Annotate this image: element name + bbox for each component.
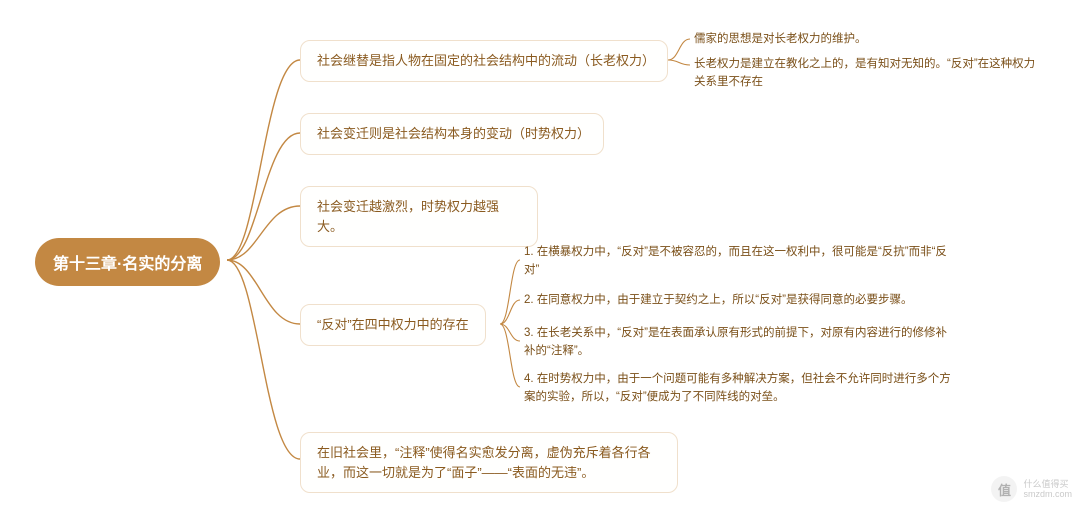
leaf-b4-1: 1. 在横暴权力中，“反对”是不被容忍的，而且在这一权利中，很可能是“反抗”而非… xyxy=(524,244,954,280)
branch-node-3[interactable]: 社会变迁越激烈，时势权力越强大。 xyxy=(300,186,538,247)
branch-node-5[interactable]: 在旧社会里，“注释”使得名实愈发分离，虚伪充斥着各行各业，而这一切就是为了“面子… xyxy=(300,432,678,493)
watermark-line1: 什么值得买 xyxy=(1023,479,1072,489)
leaf-b4-4: 4. 在时势权力中，由于一个问题可能有多种解决方案，但社会不允许同时进行多个方案… xyxy=(524,371,954,407)
root-node[interactable]: 第十三章·名实的分离 xyxy=(35,238,220,286)
leaf-b4-2: 2. 在同意权力中，由于建立于契约之上，所以“反对”是获得同意的必要步骤。 xyxy=(524,292,954,310)
branch-node-1[interactable]: 社会继替是指人物在固定的社会结构中的流动（长老权力） xyxy=(300,40,668,82)
watermark-badge: 值 xyxy=(991,476,1017,502)
branch-node-2[interactable]: 社会变迁则是社会结构本身的变动（时势权力） xyxy=(300,113,604,155)
mindmap-canvas: 第十三章·名实的分离 社会继替是指人物在固定的社会结构中的流动（长老权力） 儒家… xyxy=(0,0,1080,508)
watermark-text: 什么值得买 smzdm.com xyxy=(1023,479,1072,500)
watermark-line2: smzdm.com xyxy=(1023,489,1072,499)
leaf-b1-2: 长老权力是建立在教化之上的，是有知对无知的。“反对”在这种权力关系里不存在 xyxy=(694,56,1044,92)
leaf-b1-1: 儒家的思想是对长老权力的维护。 xyxy=(694,31,1044,49)
branch-node-4[interactable]: “反对”在四中权力中的存在 xyxy=(300,304,486,346)
leaf-b4-3: 3. 在长老关系中，“反对”是在表面承认原有形式的前提下，对原有内容进行的修修补… xyxy=(524,325,954,361)
watermark: 值 什么值得买 smzdm.com xyxy=(991,476,1072,502)
